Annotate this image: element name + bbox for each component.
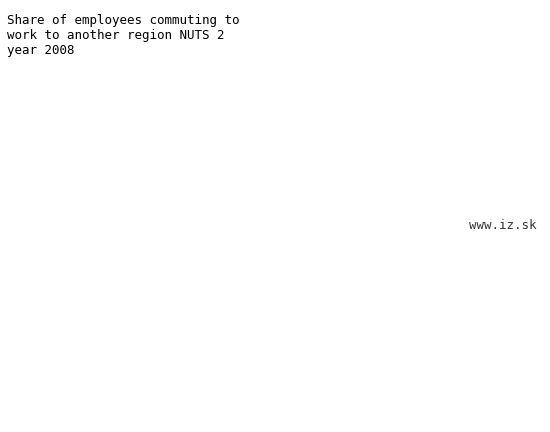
Text: www.iz.sk: www.iz.sk — [469, 219, 536, 232]
Text: Share of employees commuting to
work to another region NUTS 2
year 2008: Share of employees commuting to work to … — [7, 14, 239, 57]
